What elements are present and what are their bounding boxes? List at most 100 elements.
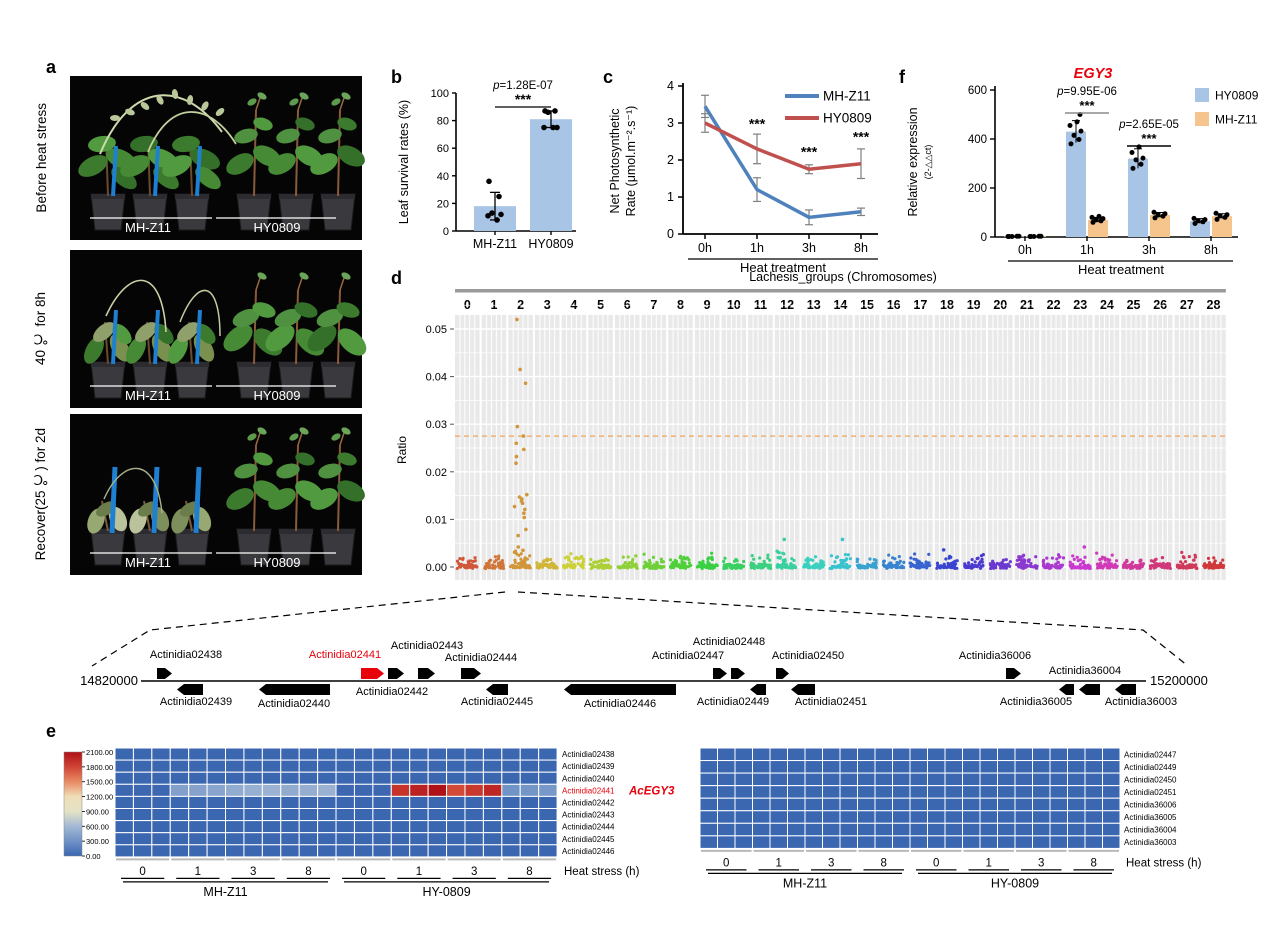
chr2-outlier — [523, 507, 527, 512]
heatmap-cell — [822, 810, 841, 824]
photo-group-label-MH-Z11: MH-Z11 — [125, 220, 171, 235]
chart-title: EGY3 — [1074, 66, 1113, 82]
heatmap-cell — [769, 797, 788, 812]
heatmap-cell — [151, 808, 171, 822]
svg-text:4: 4 — [667, 79, 674, 93]
colorbar-tick: 1500.00 — [86, 778, 113, 787]
group-hour-label: 8 — [881, 857, 887, 869]
heatmap-cell — [787, 785, 806, 799]
heatmap-cell — [482, 820, 503, 834]
colorbar-tick: 1200.00 — [86, 793, 113, 802]
gene-arrow-Actinidia36005 — [1059, 684, 1074, 695]
heatmap-cell — [769, 822, 788, 837]
heatmap-cell — [1102, 835, 1121, 849]
series-line-MH-Z11 — [703, 105, 862, 220]
heatmap-cell — [335, 832, 355, 846]
species-label-HY-0809: HY-0809 — [991, 876, 1039, 890]
heatmap-cell — [464, 820, 484, 834]
heatmap-cell — [962, 785, 981, 799]
gene-arrow-Actinidia02442 — [388, 668, 404, 679]
heatmap-cell — [752, 835, 771, 849]
photo-group-label-MH-Z11: MH-Z11 — [125, 555, 171, 570]
heatmap-cell — [206, 795, 227, 810]
row-label-Actinidia02438: Actinidia02438 — [562, 750, 615, 759]
heatmap-cell — [225, 759, 245, 773]
heatmap-cell — [944, 835, 963, 849]
svg-text:600: 600 — [968, 85, 987, 97]
heatmap-cell — [909, 785, 928, 799]
heatmap-cell — [1102, 747, 1121, 762]
heatmap-cell — [446, 759, 466, 773]
heatmap-cell — [1067, 760, 1086, 774]
heatmap-cell — [298, 759, 319, 773]
heatmap-cell — [335, 820, 355, 834]
heatmap-cell — [717, 747, 736, 762]
svg-text:1: 1 — [667, 190, 674, 204]
heatmap-cell — [501, 808, 521, 822]
heatmap-cell — [787, 797, 806, 812]
heatmap-cell — [261, 795, 282, 810]
heatmap-cell — [132, 747, 153, 761]
svg-text:Net Photosynthetic: Net Photosynthetic — [608, 109, 622, 214]
chr2-outlier — [524, 527, 528, 532]
svg-text:0.04: 0.04 — [426, 372, 447, 384]
heatmap-cell — [151, 844, 171, 858]
heatmap-cell — [372, 844, 392, 858]
heatmap-cell — [1032, 810, 1051, 824]
heatmap-cell — [1014, 835, 1033, 849]
bar-HY0809-1h — [1066, 131, 1086, 237]
heatmap-cell — [132, 844, 153, 858]
chrom-panel-28 — [1201, 315, 1226, 580]
heatmap-cell — [464, 832, 484, 846]
heatmap-cell — [114, 820, 134, 834]
chrom-panel-27 — [1174, 315, 1200, 580]
heatmap-cell — [822, 797, 841, 812]
heatmap-cell — [114, 844, 134, 858]
data-point — [545, 109, 551, 116]
data-point — [1195, 218, 1201, 224]
heatmap-cell — [892, 747, 911, 762]
heatmap-cell — [734, 772, 753, 787]
heatmap-cell — [243, 747, 263, 761]
heatmap-cell — [169, 795, 190, 810]
svg-text:***: *** — [1141, 131, 1157, 146]
heatmap-cell — [699, 797, 718, 812]
gene-label-Actinidia36006: Actinidia36006 — [959, 650, 1031, 662]
chrom-panel-4 — [561, 315, 587, 580]
heatmap-cell — [225, 844, 245, 858]
heatmap-cell — [927, 797, 946, 812]
heatmap-cell — [298, 844, 319, 858]
heatmap-cell — [353, 771, 374, 785]
chrom-panel-22 — [1041, 315, 1066, 580]
heatmap-cell — [839, 822, 858, 837]
heatmap-cell — [857, 835, 876, 849]
data-point — [550, 124, 556, 131]
group-hour-label: 0 — [723, 857, 729, 869]
heatmap-cell — [699, 822, 718, 837]
heatmap-cell — [822, 772, 841, 787]
heatmap-cell — [1049, 747, 1068, 762]
chrom-panel-20 — [988, 315, 1013, 580]
heatmap-cell — [717, 835, 736, 849]
heatmap-cell — [280, 771, 300, 785]
heatmap-cell — [1032, 835, 1051, 849]
heatmap-cell — [787, 760, 806, 774]
heatmap-cell — [839, 772, 858, 787]
heatmap-cell — [909, 810, 928, 824]
heatmap-cell — [822, 760, 841, 774]
x-axis-label: Heat treatment — [740, 260, 826, 275]
row-label-Actinidia36005: Actinidia36005 — [1124, 813, 1177, 822]
svg-text:MH-Z11: MH-Z11 — [473, 237, 517, 251]
plant-pot — [90, 193, 126, 231]
heatmap-cell — [787, 772, 806, 787]
row-label-Actinidia02439: Actinidia02439 — [562, 762, 615, 771]
svg-text:200: 200 — [968, 183, 987, 195]
group-hour-label: 3 — [250, 866, 256, 878]
heatmap-cell — [206, 832, 227, 846]
photo-group-label-HY0809: HY0809 — [254, 555, 301, 570]
group-hour-label: 1 — [416, 866, 422, 878]
gene-label-Actinidia02441: Actinidia02441 — [309, 649, 381, 661]
heatmap-cell — [372, 795, 392, 810]
heatmap-cell — [997, 810, 1016, 824]
heatmap-cell — [979, 760, 998, 774]
